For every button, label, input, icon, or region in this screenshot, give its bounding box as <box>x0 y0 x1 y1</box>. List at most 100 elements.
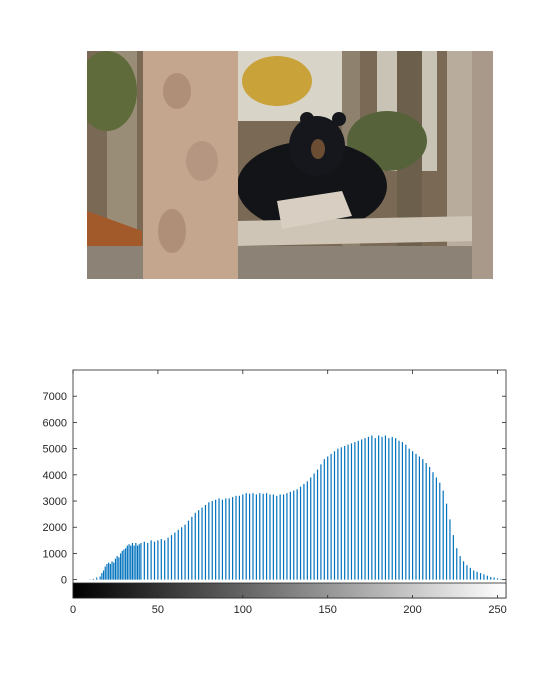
histogram-bar <box>99 576 101 580</box>
histogram-bar <box>333 451 336 580</box>
histogram-bar <box>289 491 291 580</box>
histogram-bar <box>170 535 173 580</box>
histogram-bar <box>232 497 234 580</box>
fallen-log <box>277 191 352 229</box>
histogram-bar <box>364 438 366 580</box>
histogram-bar <box>456 548 458 580</box>
histogram-bar <box>101 573 103 580</box>
histogram-bar <box>374 438 376 580</box>
histogram-bar <box>130 545 132 580</box>
histogram-bar <box>204 504 207 580</box>
y-tick-label: 3000 <box>43 496 67 508</box>
histogram-bar <box>296 489 298 580</box>
histogram-bar <box>140 542 142 580</box>
histogram-bar <box>439 482 441 580</box>
histogram-bar <box>106 563 108 580</box>
histogram-bar <box>405 444 407 580</box>
histogram-bar <box>442 490 444 580</box>
bear-photo <box>87 51 493 279</box>
histogram-bar <box>452 535 454 580</box>
histogram-bar <box>102 570 105 580</box>
histogram-bar <box>435 477 437 580</box>
histogram-bar <box>459 556 461 580</box>
histogram-bar <box>367 436 370 580</box>
y-tick-label: 7000 <box>43 391 67 403</box>
histogram-bar <box>228 498 230 580</box>
histogram-bar <box>381 436 383 580</box>
histogram-bar <box>412 451 414 580</box>
axis-ticks: 0 1000 2000 3000 4000 5000 6000 7000 0 50 100 150 20… <box>43 370 507 616</box>
histogram-bar <box>118 557 120 580</box>
histogram-bar <box>344 446 346 580</box>
histogram-bar <box>272 494 274 580</box>
histogram-bar <box>269 494 271 580</box>
histogram-bars <box>89 435 502 580</box>
histogram-bar <box>490 577 492 580</box>
histogram-bar <box>473 570 475 580</box>
histogram-bar <box>330 453 332 580</box>
histogram-bar <box>133 545 135 580</box>
histogram-bar <box>201 507 203 580</box>
histogram-bar <box>167 537 169 580</box>
histogram-bar <box>401 442 404 580</box>
histogram-bar <box>245 493 247 580</box>
histogram-bar <box>177 529 179 580</box>
autumn-foliage <box>242 56 312 106</box>
histogram-bar <box>138 544 140 580</box>
histogram-bar <box>432 472 434 580</box>
y-tick-label: 5000 <box>43 444 67 456</box>
histogram-bar <box>310 477 312 580</box>
histogram-bar <box>418 456 420 580</box>
histogram-bar <box>153 541 156 580</box>
histogram-bar <box>479 573 482 580</box>
histogram-bar <box>422 459 424 580</box>
y-tick-label: 6000 <box>43 417 67 429</box>
histogram-bar <box>286 493 288 580</box>
bark-patch <box>186 141 218 181</box>
plot-area <box>72 369 507 599</box>
histogram-bar <box>96 577 98 580</box>
histogram-bar <box>361 439 363 580</box>
histogram-bar <box>282 494 285 580</box>
histogram-bar <box>104 566 106 580</box>
bark-patch <box>158 209 186 253</box>
histogram-bar <box>313 473 315 580</box>
histogram-bar <box>126 545 128 580</box>
histogram-bar <box>428 466 431 580</box>
histogram-bar <box>147 542 149 580</box>
histogram-bar <box>354 442 356 580</box>
x-tick-label: 0 <box>70 604 76 616</box>
y-tick-label: 0 <box>61 575 67 587</box>
histogram-bar <box>395 438 397 580</box>
histogram-bar <box>215 499 217 580</box>
histogram-bar <box>116 556 118 580</box>
histogram-bar <box>279 494 281 580</box>
histogram-bar <box>476 571 478 580</box>
histogram-bar <box>238 495 241 580</box>
histogram-bar <box>108 562 110 580</box>
histogram-bar <box>340 447 342 580</box>
histogram-bar <box>252 493 254 580</box>
colorbar-strip <box>72 582 507 599</box>
histogram-bar <box>483 574 485 580</box>
histogram-bar <box>128 544 130 580</box>
histogram-bar <box>293 490 295 580</box>
histogram-bar <box>398 440 400 580</box>
histogram-bar <box>299 486 302 580</box>
histogram-bar <box>466 565 468 580</box>
y-tick-label: 1000 <box>43 548 67 560</box>
histogram-bar <box>262 493 264 580</box>
histogram-bar <box>221 499 224 580</box>
histogram-bar <box>337 448 339 580</box>
histogram-bar <box>143 541 145 580</box>
histogram-bar <box>164 540 166 580</box>
x-tick-label: 100 <box>234 604 252 616</box>
histogram-bar <box>469 567 471 580</box>
histogram-bar <box>327 456 329 580</box>
histogram-bar <box>357 440 359 580</box>
x-tick-label: 50 <box>152 604 164 616</box>
histogram-bar <box>131 542 134 580</box>
histogram-bar <box>114 558 117 580</box>
histogram-bar <box>136 545 139 580</box>
